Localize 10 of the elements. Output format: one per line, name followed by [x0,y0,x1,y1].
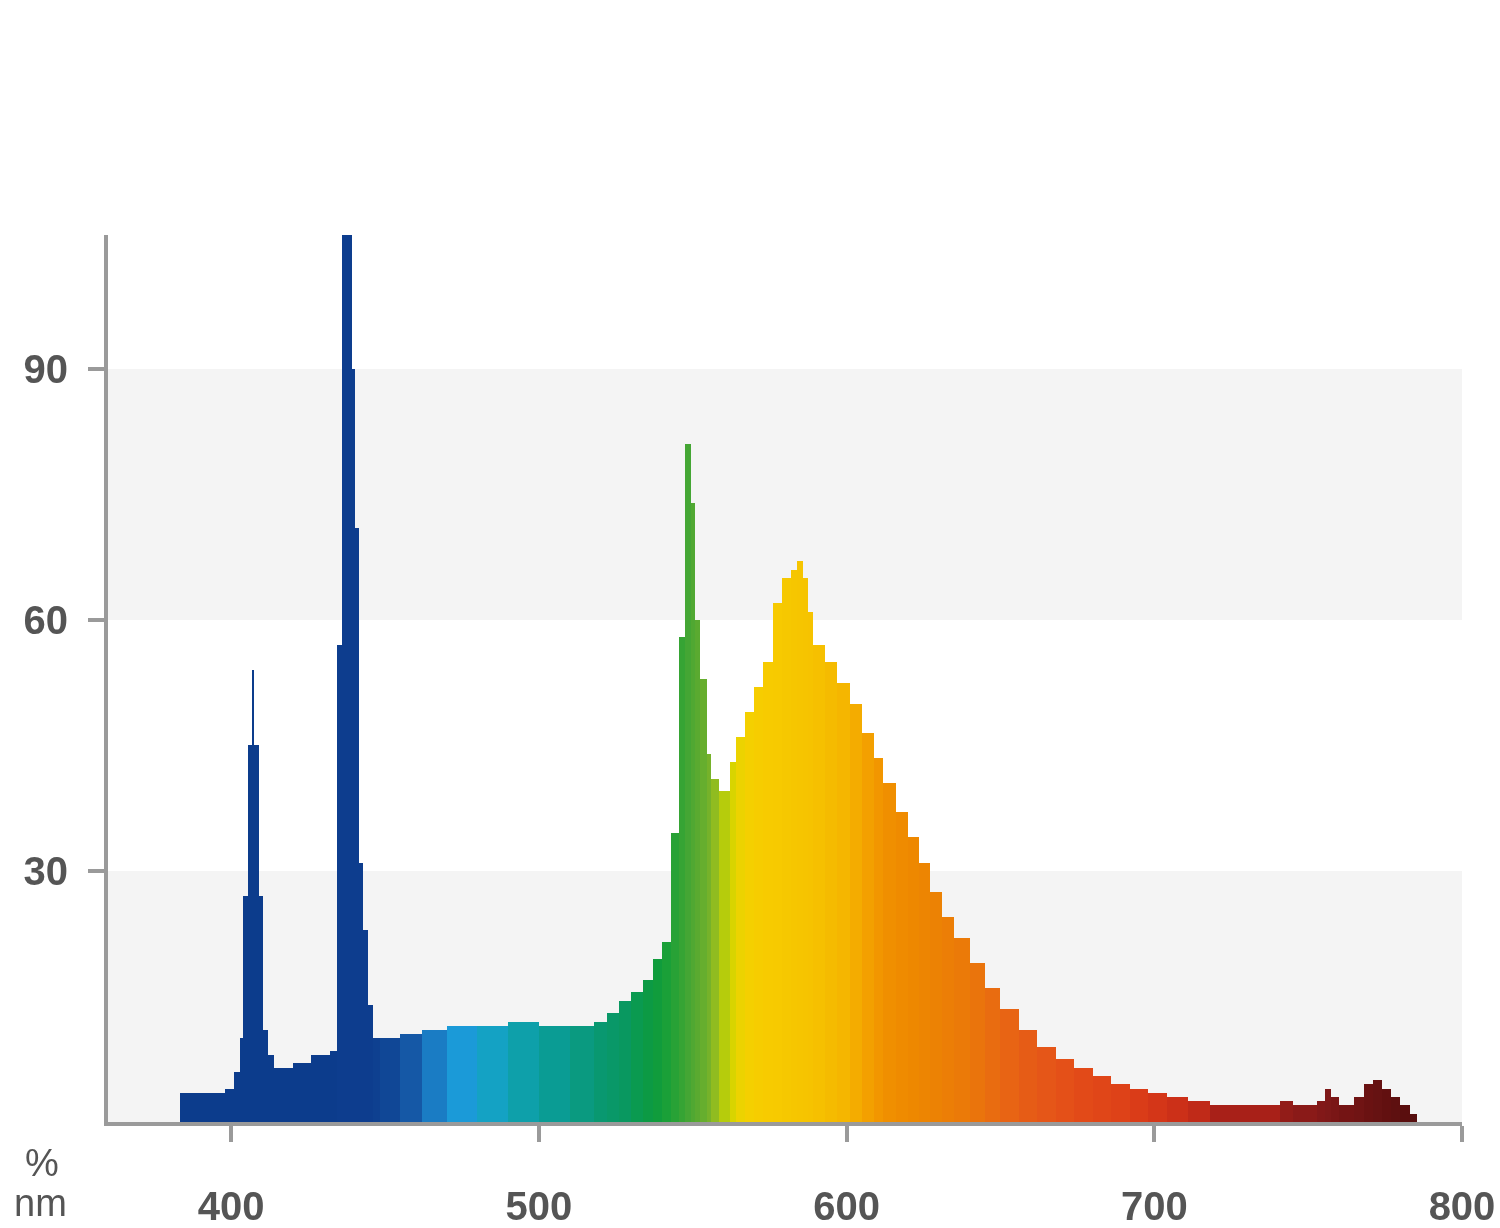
y-tick-label: 90 [23,346,68,391]
y-tick-label: 60 [23,597,68,642]
x-tick-label: 500 [505,1184,573,1228]
x-tick-label: 800 [1428,1184,1496,1228]
x-tick-label: 600 [813,1184,880,1228]
x-tick-label: 400 [197,1184,265,1228]
y-tick-label: 30 [23,848,68,893]
x-tick-label: 700 [1120,1184,1188,1228]
x-axis-title: nm [14,1182,67,1224]
y-axis-title: % [25,1142,59,1184]
